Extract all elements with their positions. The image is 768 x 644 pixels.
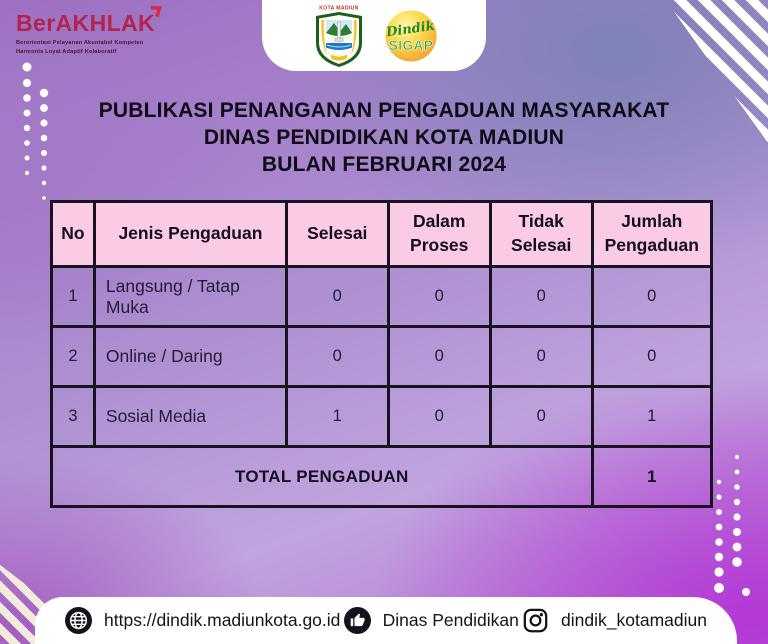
header-cell-tidak-selesai: Tidak Selesai bbox=[488, 200, 594, 268]
table-header-row: No Jenis Pengaduan Selesai Dalam Proses … bbox=[50, 200, 713, 268]
kota-madiun-seal: KOTA MADIUN bbox=[316, 5, 362, 67]
total-row: TOTAL PENGADUAN 1 bbox=[50, 445, 713, 508]
cell-jumlah: 0 bbox=[590, 325, 713, 388]
header-cell-jenis: Jenis Pengaduan bbox=[92, 200, 288, 268]
cell-no: 3 bbox=[50, 385, 96, 448]
svg-text:Dindik: Dindik bbox=[384, 18, 435, 40]
table-row: 2 Online / Daring 0 0 0 0 bbox=[50, 325, 713, 388]
cell-no: 1 bbox=[50, 265, 96, 328]
header-cell-jumlah: Jumlah Pengaduan bbox=[590, 200, 713, 268]
cell-jenis: Sosial Media bbox=[92, 385, 288, 448]
cell-jenis: Online / Daring bbox=[92, 325, 288, 388]
header-cell-no: No bbox=[50, 200, 96, 268]
total-value: 1 bbox=[590, 445, 713, 508]
svg-text:KOTA MADIUN: KOTA MADIUN bbox=[319, 5, 358, 11]
dots-cluster-bottom-right bbox=[714, 455, 742, 593]
instagram-link[interactable]: dindik_kotamadiun bbox=[522, 607, 707, 634]
total-label: TOTAL PENGADUAN bbox=[50, 445, 594, 508]
title-line-3: BULAN FEBRUARI 2024 bbox=[261, 152, 507, 176]
facebook-like-icon bbox=[343, 607, 371, 634]
title-line-2: DINAS PENDIDIKAN KOTA MADIUN bbox=[203, 125, 565, 149]
globe-icon bbox=[65, 607, 92, 634]
website-url: https://dindik.madiunkota.go.id bbox=[104, 610, 341, 630]
facebook-link[interactable]: Dinas Pendidikan bbox=[343, 607, 519, 634]
title-line-1: PUBLIKASI PENANGANAN PENGADUAN MASYARAKA… bbox=[98, 99, 670, 122]
cell-jumlah: 0 bbox=[590, 265, 713, 328]
cell-jumlah: 1 bbox=[590, 385, 713, 448]
instagram-icon bbox=[523, 608, 548, 633]
cell-tidak-selesai: 0 bbox=[488, 265, 594, 328]
berakhlak-tagline: Berorientasi Pelayanan Akuntabel Kompete… bbox=[16, 40, 144, 55]
footer-corner-dot bbox=[742, 588, 750, 596]
cell-no: 2 bbox=[50, 325, 96, 388]
cell-tidak-selesai: 0 bbox=[488, 325, 594, 388]
svg-text:SIGAP: SIGAP bbox=[389, 38, 434, 53]
footer-bar: https://dindik.madiunkota.go.id Dinas Pe… bbox=[35, 597, 737, 644]
instagram-handle: dindik_kotamadiun bbox=[561, 610, 707, 630]
facebook-name: Dinas Pendidikan bbox=[382, 610, 519, 630]
cell-selesai: 0 bbox=[284, 325, 390, 388]
logo-panel: KOTA MADIUN Dindik SIGAP bbox=[262, 0, 486, 71]
cell-selesai: 0 bbox=[284, 265, 390, 328]
berakhlak-wordmark: BerAKHLAK bbox=[16, 5, 162, 37]
cell-selesai: 1 bbox=[284, 385, 390, 448]
cell-dalam-proses: 0 bbox=[386, 265, 492, 328]
dindik-sigap-badge: Dindik SIGAP bbox=[383, 8, 439, 63]
berakhlak-arrow-icon bbox=[150, 5, 162, 17]
header-cell-selesai: Selesai bbox=[284, 200, 390, 268]
table-row: 3 Sosial Media 1 0 0 1 bbox=[50, 385, 713, 448]
cell-jenis: Langsung / Tatap Muka bbox=[92, 265, 288, 328]
website-link[interactable]: https://dindik.madiunkota.go.id bbox=[65, 607, 340, 634]
cell-tidak-selesai: 0 bbox=[488, 385, 594, 448]
complaints-table: No Jenis Pengaduan Selesai Dalam Proses … bbox=[50, 200, 713, 508]
berakhlak-logo: BerAKHLAK Berorientasi Pelayanan Akuntab… bbox=[16, 5, 186, 56]
page-title: PUBLIKASI PENANGANAN PENGADUAN MASYARAKA… bbox=[0, 98, 768, 179]
cell-dalam-proses: 0 bbox=[386, 385, 492, 448]
dots-cluster-left bbox=[22, 62, 49, 200]
cell-dalam-proses: 0 bbox=[386, 325, 492, 388]
table-row: 1 Langsung / Tatap Muka 0 0 0 0 bbox=[50, 265, 713, 328]
header-cell-dalam-proses: Dalam Proses bbox=[386, 200, 492, 268]
